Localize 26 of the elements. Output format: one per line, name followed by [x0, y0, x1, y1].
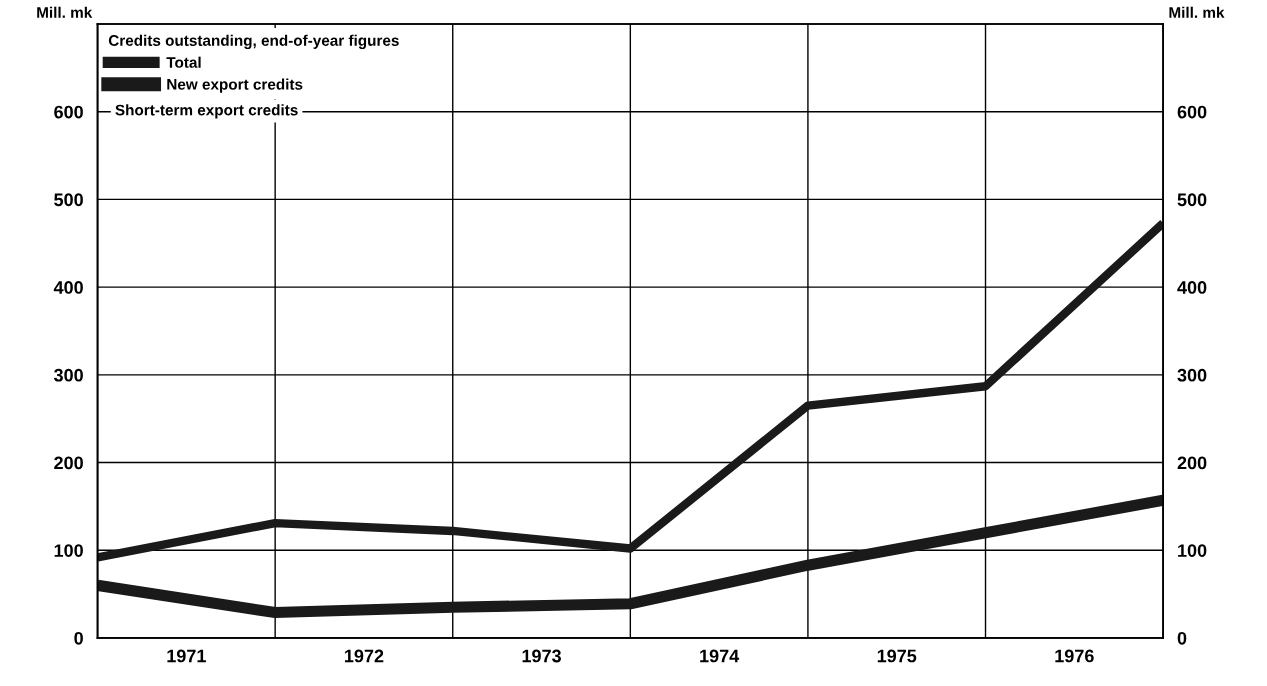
y-tick-label: 400 — [53, 281, 83, 294]
y2-tick-label: 400 — [1177, 281, 1207, 294]
x-tick-label: 1971 — [167, 649, 206, 663]
y-tick-label: 600 — [54, 105, 83, 119]
legend-label: New export credits — [167, 78, 303, 93]
y2-tick-label: 0 — [1177, 631, 1187, 645]
y-tick-label: 300 — [53, 368, 83, 382]
y-tick-label: 200 — [54, 456, 83, 470]
y2-axis-title: Mill. mk — [1169, 6, 1225, 18]
x-tick-label: 1975 — [877, 649, 917, 663]
annotation: Short-term export credits — [115, 104, 298, 119]
y2-tick-label: 200 — [1177, 456, 1207, 470]
x-tick-label: 1973 — [522, 649, 561, 663]
legend-title: Credits outstanding, end-of-year figures — [108, 34, 399, 50]
x-tick-label: 1976 — [1055, 649, 1094, 663]
y-tick-label: 100 — [54, 544, 83, 557]
y2-tick-label: 100 — [1178, 544, 1207, 557]
x-tick-label: 1972 — [345, 649, 384, 663]
y2-tick-label: 600 — [1177, 105, 1207, 119]
y2-tick-label: 500 — [1177, 193, 1207, 207]
y-tick-label: 500 — [54, 193, 83, 207]
y-axis-title: Mill. mk — [37, 6, 93, 18]
y-tick-label: 0 — [74, 631, 83, 645]
y2-tick-label: 300 — [1177, 368, 1207, 382]
legend-label: Total — [166, 56, 201, 68]
x-tick-label: 1974 — [700, 649, 740, 663]
